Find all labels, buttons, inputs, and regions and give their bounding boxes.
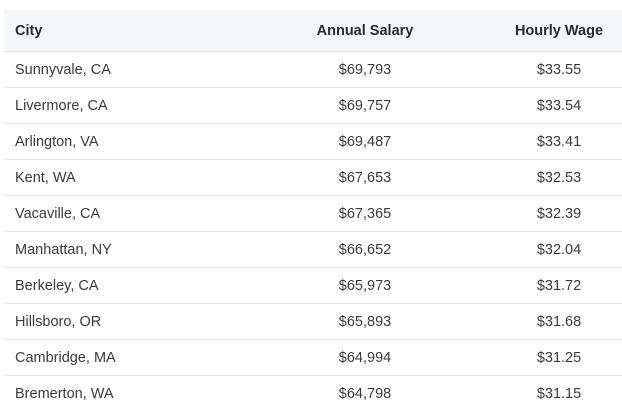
cell-hourly-wage: $31.15 <box>485 375 622 411</box>
cell-city: Hillsboro, OR <box>4 303 245 340</box>
cell-annual-salary: $69,793 <box>338 61 392 78</box>
table-row: Berkeley, CA $65,973 $31.72 <box>4 267 622 304</box>
header-city: City <box>4 10 245 52</box>
cell-hourly-wage: $33.54 <box>485 87 622 124</box>
table-row: Vacaville, CA $67,365 $32.39 <box>4 195 622 232</box>
cell-annual-salary: $69,487 <box>245 123 485 160</box>
cell-city: Arlington, VA <box>4 123 245 160</box>
cell-annual-salary: $64,798 <box>245 375 485 411</box>
table-row: Arlington, VA $69,487 $33.41 <box>4 123 622 160</box>
table-row: Cambridge, MA $64,994 $31.25 <box>4 339 622 376</box>
cell-hourly-wage: $31.25 <box>485 339 622 376</box>
cell-annual-salary: $65,893 <box>245 303 485 340</box>
cell-hourly-wage: $33.41 <box>485 123 622 160</box>
header-row: City Annual Salary Hourly Wage <box>4 10 622 52</box>
cell-annual-salary: $67,653 <box>245 159 485 196</box>
cell-city: Sunnyvale, CA <box>15 61 111 78</box>
table-row: Bremerton, WA $64,798 $31.15 <box>4 375 622 411</box>
cell-hourly-wage: $32.53 <box>485 159 622 196</box>
table-row: Kent, WA $67,653 $32.53 <box>4 159 622 196</box>
cell-hourly-wage: $33.55 <box>536 61 582 78</box>
salary-table: City Annual Salary Hourly Wage Sunnyvale… <box>4 10 622 411</box>
cell-annual-salary: $66,652 <box>245 231 485 268</box>
cell-city: Manhattan, NY <box>4 231 245 268</box>
cell-city: Cambridge, MA <box>4 339 245 376</box>
cell-annual-salary: $64,994 <box>245 339 485 376</box>
table-header: City Annual Salary Hourly Wage <box>4 10 622 52</box>
header-annual-salary: Annual Salary <box>245 10 485 52</box>
cell-hourly-wage: $32.04 <box>485 231 622 268</box>
table-row: Hillsboro, OR $65,893 $31.68 <box>4 303 622 340</box>
salary-table-container: City Annual Salary Hourly Wage Sunnyvale… <box>4 10 622 411</box>
cell-annual-salary: $69,757 <box>245 87 485 124</box>
table-row: Livermore, CA $69,757 $33.54 <box>4 87 622 124</box>
cell-hourly-wage: $31.68 <box>485 303 622 340</box>
cell-hourly-wage: $31.72 <box>485 267 622 304</box>
table-row: Manhattan, NY $66,652 $32.04 <box>4 231 622 268</box>
header-hourly-wage: Hourly Wage <box>485 10 622 52</box>
cell-city: Kent, WA <box>4 159 245 196</box>
cell-hourly-wage: $32.39 <box>485 195 622 232</box>
cell-city: Berkeley, CA <box>4 267 245 304</box>
cell-annual-salary: $67,365 <box>245 195 485 232</box>
table-row: Sunnyvale, CA $69,793 $33.55 <box>4 52 622 88</box>
table-body: Sunnyvale, CA $69,793 $33.55 Livermore, … <box>4 52 622 411</box>
cell-annual-salary: $65,973 <box>245 267 485 304</box>
cell-city: Bremerton, WA <box>4 375 245 411</box>
cell-city: Vacaville, CA <box>4 195 245 232</box>
cell-city: Livermore, CA <box>4 87 245 124</box>
